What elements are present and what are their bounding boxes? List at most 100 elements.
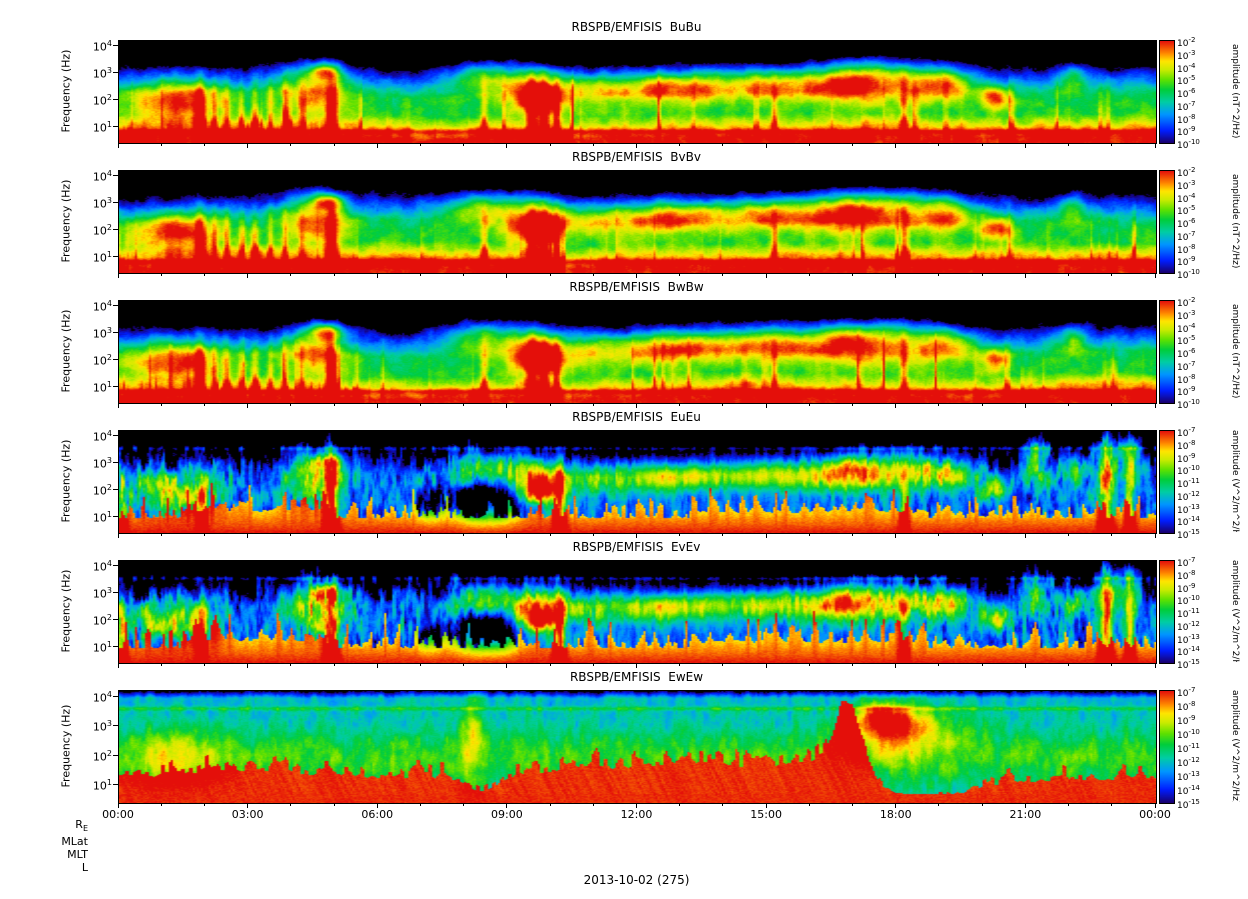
y-tick-label: 103 [92, 326, 112, 341]
x-tick-mark [981, 533, 983, 536]
x-tick-mark [808, 403, 810, 406]
x-tick-mark [247, 403, 249, 408]
x-tick-mark [1068, 663, 1070, 666]
x-tick-mark [636, 803, 637, 808]
colorbar-tick-label: 10-2 [1177, 166, 1196, 179]
colorbar-tick-label: 10-8 [1177, 242, 1196, 256]
x-tick-mark [679, 663, 681, 666]
colorbar-tick-label: 10-9 [1177, 714, 1196, 727]
x-tick-mark [506, 403, 508, 408]
x-tick-mark [895, 273, 897, 278]
colorbar-tick-label: 10-7 [1177, 686, 1196, 699]
y-tick-mark [113, 332, 118, 333]
colorbar-tick-label: 10-10 [1177, 138, 1200, 151]
y-tick-mark [113, 229, 118, 230]
x-tick-label: 00:00 [102, 808, 134, 821]
x-tick-mark [852, 143, 854, 146]
colorbar-tick-label: 10-13 [1177, 770, 1200, 783]
x-tick-label: 09:00 [491, 808, 523, 821]
colorbar-tick-label: 10-15 [1177, 658, 1200, 671]
x-tick-mark [1068, 403, 1070, 406]
x-tick-mark [463, 403, 465, 406]
y-tick-mark [113, 45, 118, 46]
colorbar-tick-label: 10-9 [1177, 451, 1196, 465]
x-tick-mark [852, 803, 854, 806]
y-tick-mark [113, 202, 118, 203]
x-tick-mark [938, 533, 940, 536]
x-tick-mark [592, 273, 594, 276]
y-tick-mark [113, 386, 118, 387]
x-tick-mark [376, 663, 378, 668]
x-tick-mark [808, 803, 810, 806]
y-tick-mark [113, 462, 118, 463]
colorbar-tick-label: 10-10 [1177, 594, 1200, 608]
x-tick-mark [506, 273, 508, 278]
y-tick-label: 101 [92, 509, 112, 525]
x-tick-mark [506, 143, 508, 148]
colorbar-tick-label: 10-11 [1177, 477, 1200, 490]
y-tick-mark [113, 516, 118, 517]
y-tick-mark [113, 725, 118, 726]
y-tick-label: 103 [92, 196, 112, 211]
y-tick-mark [113, 755, 118, 756]
x-tick-mark [333, 663, 335, 666]
orbit-row-label: RE [75, 818, 88, 834]
spectrogram-canvas [119, 431, 1156, 533]
x-tick-mark [852, 273, 854, 276]
colorbar-tick-label: 10-15 [1177, 798, 1200, 811]
x-tick-mark [722, 143, 724, 146]
orbit-row-label: MLT [67, 848, 88, 862]
panel-title: RBSPB/EMFISIS BvBv [572, 150, 701, 164]
y-tick-mark [113, 489, 118, 490]
y-tick-label: 103 [92, 456, 112, 471]
x-tick-mark [679, 403, 681, 406]
y-tick-label: 103 [92, 719, 112, 735]
y-tick-label: 104 [92, 559, 112, 575]
spectrogram-canvas [119, 561, 1156, 663]
x-tick-mark [765, 533, 767, 538]
spectrogram-plot [118, 300, 1157, 404]
x-tick-mark [247, 143, 249, 148]
x-tick-mark [895, 663, 897, 668]
colorbar-tick-label: 10-11 [1177, 742, 1200, 755]
spectrogram-panel-BwBw: RBSPB/EMFISIS BwBw Frequency (Hz) amplit… [0, 280, 1248, 422]
x-tick-mark [549, 273, 551, 276]
colorbar-tick-label: 10-12 [1177, 489, 1200, 503]
y-tick-mark [113, 696, 118, 697]
x-tick-mark [938, 143, 940, 146]
colorbar-tick-label: 10-8 [1177, 568, 1196, 582]
colorbar-tick-label: 10-4 [1177, 61, 1196, 75]
x-tick-mark [981, 803, 983, 806]
spectrogram-plot [118, 40, 1157, 144]
colorbar-tick-label: 10-10 [1177, 464, 1200, 478]
x-tick-mark [463, 533, 465, 536]
colorbar-tick-label: 10-4 [1177, 321, 1196, 335]
x-tick-mark [117, 273, 119, 278]
panel-title: RBSPB/EMFISIS EwEw [569, 670, 704, 684]
x-tick-mark [1111, 663, 1113, 666]
x-tick-mark [203, 143, 205, 146]
x-tick-mark [722, 663, 724, 666]
y-tick-label: 101 [92, 249, 112, 265]
colorbar-label: amplitude (nT^2/Hz) [1230, 303, 1240, 399]
y-tick-mark [113, 646, 118, 647]
x-tick-mark [852, 403, 854, 406]
colorbar-tick-label: 10-12 [1177, 756, 1200, 769]
x-tick-mark [160, 403, 162, 406]
x-tick-mark [549, 803, 551, 806]
x-tick-mark [592, 143, 594, 146]
x-tick-mark [938, 803, 940, 806]
colorbar-label: amplitude (nT^2/Hz) [1230, 173, 1240, 269]
colorbar-tick-label: 10-7 [1177, 99, 1196, 113]
colorbar-tick-label: 10-8 [1177, 372, 1196, 386]
x-tick-mark [981, 663, 983, 666]
x-tick-mark [463, 663, 465, 666]
x-tick-mark [117, 803, 119, 808]
x-tick-mark [160, 803, 162, 806]
x-tick-mark [938, 273, 940, 276]
x-tick-label: 15:00 [750, 808, 782, 821]
x-tick-mark [722, 533, 724, 536]
x-tick-mark [722, 273, 724, 276]
x-tick-mark [549, 663, 551, 666]
spectrogram-panel-BvBv: RBSPB/EMFISIS BvBv Frequency (Hz) amplit… [0, 150, 1248, 292]
